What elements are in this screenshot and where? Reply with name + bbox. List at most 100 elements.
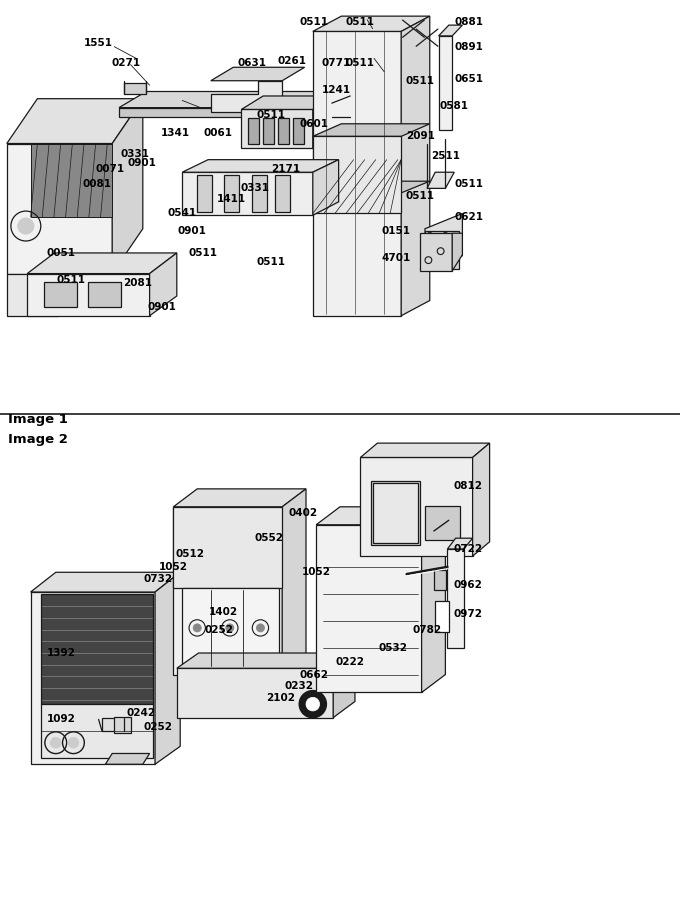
Polygon shape — [427, 172, 454, 188]
Text: 0511: 0511 — [56, 274, 85, 285]
Polygon shape — [333, 653, 355, 718]
Polygon shape — [473, 443, 490, 556]
Text: Image 2: Image 2 — [8, 433, 68, 446]
Text: 0631: 0631 — [237, 57, 266, 68]
Polygon shape — [313, 31, 401, 316]
Bar — [293, 118, 304, 144]
Polygon shape — [119, 108, 333, 117]
Polygon shape — [119, 91, 360, 108]
Polygon shape — [182, 588, 279, 668]
Text: 0081: 0081 — [82, 179, 111, 189]
Text: 0651: 0651 — [455, 74, 483, 84]
Text: 0771: 0771 — [321, 57, 351, 68]
Bar — [44, 282, 77, 307]
Polygon shape — [105, 753, 150, 764]
Polygon shape — [155, 572, 180, 764]
Polygon shape — [31, 592, 155, 764]
Polygon shape — [313, 96, 335, 148]
Polygon shape — [173, 507, 282, 675]
Polygon shape — [224, 175, 239, 212]
Polygon shape — [7, 274, 58, 316]
Text: 0552: 0552 — [254, 533, 283, 544]
Text: 0331: 0331 — [120, 149, 149, 160]
Text: 1551: 1551 — [84, 38, 113, 48]
Polygon shape — [211, 67, 305, 81]
Polygon shape — [313, 160, 339, 215]
Text: 2102: 2102 — [266, 692, 294, 703]
Bar — [425, 231, 459, 269]
Text: 0061: 0061 — [203, 127, 232, 138]
Text: 0331: 0331 — [241, 183, 269, 194]
Polygon shape — [150, 253, 177, 316]
Circle shape — [256, 623, 265, 632]
Polygon shape — [102, 718, 124, 731]
Bar — [114, 717, 131, 733]
Polygon shape — [31, 572, 180, 592]
Polygon shape — [27, 253, 177, 274]
Bar — [263, 118, 274, 144]
Polygon shape — [211, 81, 282, 112]
Polygon shape — [316, 507, 445, 525]
Polygon shape — [452, 233, 462, 271]
Polygon shape — [7, 99, 143, 144]
Polygon shape — [27, 274, 150, 316]
Text: 0511: 0511 — [188, 248, 217, 258]
Text: 1052: 1052 — [159, 562, 188, 572]
Text: 0901: 0901 — [127, 158, 156, 169]
Polygon shape — [182, 160, 339, 172]
Text: 0151: 0151 — [381, 226, 410, 237]
Polygon shape — [360, 457, 473, 556]
Text: 0261: 0261 — [278, 56, 307, 66]
Polygon shape — [425, 213, 462, 271]
Text: 0511: 0511 — [406, 190, 435, 201]
Polygon shape — [182, 172, 313, 215]
Text: 1402: 1402 — [209, 606, 237, 617]
Text: 0541: 0541 — [168, 208, 197, 219]
Text: 4701: 4701 — [381, 253, 411, 264]
Text: 0512: 0512 — [176, 549, 205, 560]
Text: 0812: 0812 — [454, 481, 482, 492]
Text: 0232: 0232 — [285, 681, 313, 692]
Text: 0511: 0511 — [346, 57, 375, 68]
Text: 0511: 0511 — [256, 109, 285, 120]
Text: 2171: 2171 — [271, 163, 300, 174]
Circle shape — [18, 218, 34, 234]
Text: 0962: 0962 — [454, 579, 482, 590]
Text: 0051: 0051 — [47, 248, 75, 258]
Polygon shape — [41, 594, 153, 704]
Text: 2091: 2091 — [406, 131, 435, 142]
Text: 2511: 2511 — [431, 151, 460, 161]
Text: 0881: 0881 — [455, 17, 483, 28]
Polygon shape — [282, 489, 306, 675]
Polygon shape — [422, 507, 445, 692]
Polygon shape — [401, 16, 430, 316]
Bar — [425, 506, 460, 540]
Polygon shape — [173, 507, 282, 588]
Polygon shape — [7, 144, 112, 274]
Text: 0782: 0782 — [413, 624, 441, 635]
Text: 1392: 1392 — [47, 648, 75, 658]
Polygon shape — [241, 109, 313, 148]
Polygon shape — [313, 181, 430, 193]
Polygon shape — [173, 489, 306, 507]
Text: 0891: 0891 — [455, 41, 483, 52]
Text: 0242: 0242 — [127, 708, 156, 718]
Text: 0071: 0071 — [96, 163, 124, 174]
Polygon shape — [124, 83, 146, 94]
Polygon shape — [112, 99, 143, 274]
Text: 1411: 1411 — [217, 194, 245, 205]
Text: 0252: 0252 — [143, 721, 172, 732]
Circle shape — [427, 253, 432, 258]
Polygon shape — [316, 525, 422, 692]
Polygon shape — [197, 175, 212, 212]
Circle shape — [306, 697, 320, 711]
Polygon shape — [447, 538, 473, 549]
Text: 1092: 1092 — [47, 714, 75, 725]
Text: 0901: 0901 — [177, 226, 206, 237]
Text: 0621: 0621 — [455, 212, 483, 222]
Polygon shape — [275, 175, 290, 212]
Text: 0722: 0722 — [454, 544, 482, 554]
Text: 0581: 0581 — [440, 100, 469, 111]
Circle shape — [299, 691, 326, 718]
Bar — [434, 570, 446, 590]
